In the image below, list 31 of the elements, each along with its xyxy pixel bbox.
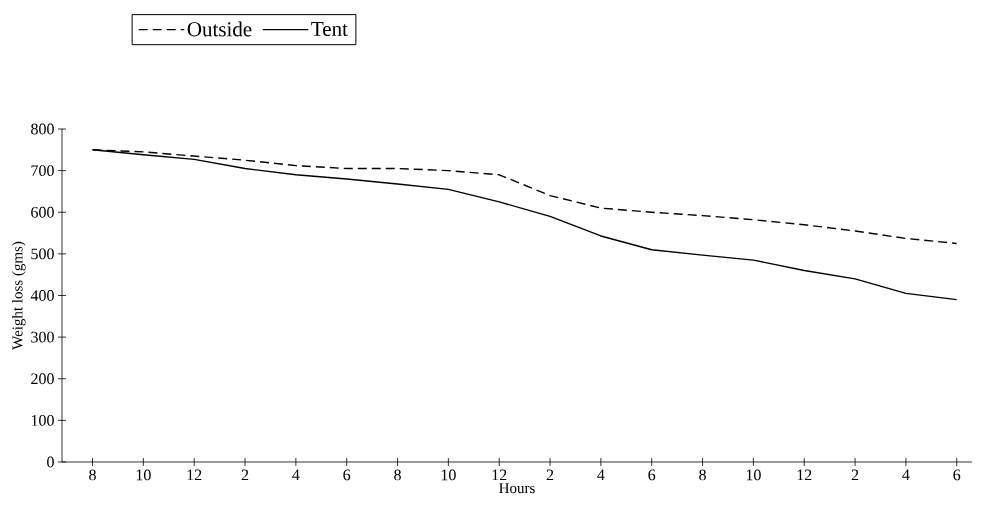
x-tick-label: 10 [136,469,151,481]
y-tick-label: 300 [31,331,54,343]
y-tick-label: 100 [31,414,54,426]
x-tick-label: 12 [492,469,507,481]
y-tick-label: 600 [31,206,54,218]
x-tick-label: 2 [241,469,249,481]
legend-label: Outside [187,21,252,37]
y-tick-label: 700 [31,165,54,177]
x-tick-label: 10 [441,469,456,481]
x-tick-label: 8 [89,469,96,481]
x-tick-label: 4 [902,469,910,481]
y-axis-title: Weight loss (gms) [11,241,26,350]
x-tick-label: 6 [343,469,351,481]
x-tick-label: 2 [851,469,859,481]
x-tick-label: 4 [597,469,605,481]
x-tick-label: 6 [648,469,656,481]
x-tick-label: 8 [699,469,706,481]
x-tick-label: 2 [546,469,554,481]
y-tick-label: 200 [31,373,54,385]
x-axis-title: Hours [499,483,535,494]
legend-label: Tent [311,22,348,36]
x-tick-label: 8 [394,469,401,481]
y-tick-label: 800 [31,123,54,135]
x-tick-label: 12 [797,469,812,481]
y-tick-label: 0 [47,456,54,468]
x-tick-label: 12 [187,469,202,481]
x-tick-label: 6 [953,469,961,481]
x-tick-label: 4 [292,469,300,481]
y-tick-label: 400 [30,290,54,301]
y-tick-label: 500 [31,248,54,260]
x-tick-label: 10 [746,469,761,481]
